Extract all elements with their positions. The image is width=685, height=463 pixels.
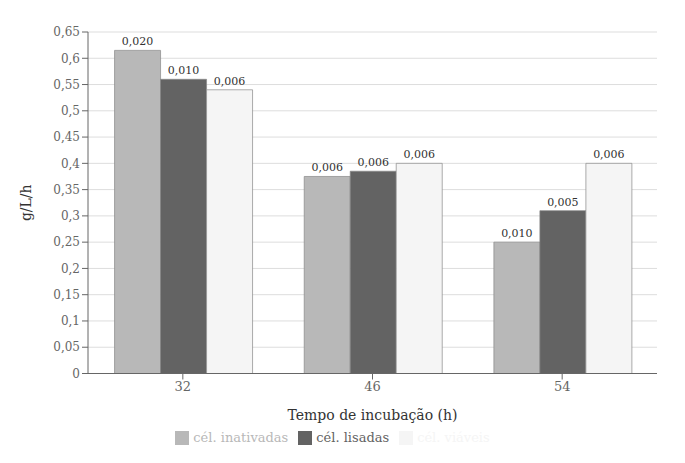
html-text:cél. inativadas: cél. inativadas [193,429,289,445]
html-text:cél. lisadas: cél. lisadas [316,429,390,445]
svg-text:0,006: 0,006 [593,148,625,161]
svg-text:0,15: 0,15 [53,288,80,302]
html-text:cél. viáveis: cél. viáveis [417,429,490,445]
svg-text:0,3: 0,3 [61,209,80,223]
svg-text:0,2: 0,2 [61,262,80,276]
svg-text:0,25: 0,25 [53,235,80,249]
svg-text:0,45: 0,45 [53,130,80,144]
svg-text:46: 46 [364,379,381,394]
svg-text:0,006: 0,006 [311,161,343,174]
svg-text:0,6: 0,6 [61,52,80,66]
svg-text:0,020: 0,020 [122,35,154,48]
svg-text:54: 54 [554,379,571,394]
svg-text:0,006: 0,006 [403,148,435,161]
svg-text:0,006: 0,006 [357,156,389,169]
svg-text:0,55: 0,55 [53,78,80,92]
svg-text:0,010: 0,010 [168,64,200,77]
svg-text:Tempo de incubação (h): Tempo de incubação (h) [287,407,457,423]
svg-text:g/L/h: g/L/h [18,184,34,221]
svg-text:0,65: 0,65 [53,25,80,39]
svg-text:0,005: 0,005 [547,196,579,209]
svg-text:0,35: 0,35 [53,183,80,197]
svg-text:0,05: 0,05 [53,340,80,354]
svg-text:0,010: 0,010 [501,227,533,240]
svg-text:0,006: 0,006 [214,75,246,88]
svg-text:0: 0 [72,367,80,381]
svg-text:0,5: 0,5 [61,104,80,118]
svg-text:0,1: 0,1 [61,314,80,328]
svg-text:0,4: 0,4 [61,157,80,171]
svg-text:32: 32 [175,379,192,394]
